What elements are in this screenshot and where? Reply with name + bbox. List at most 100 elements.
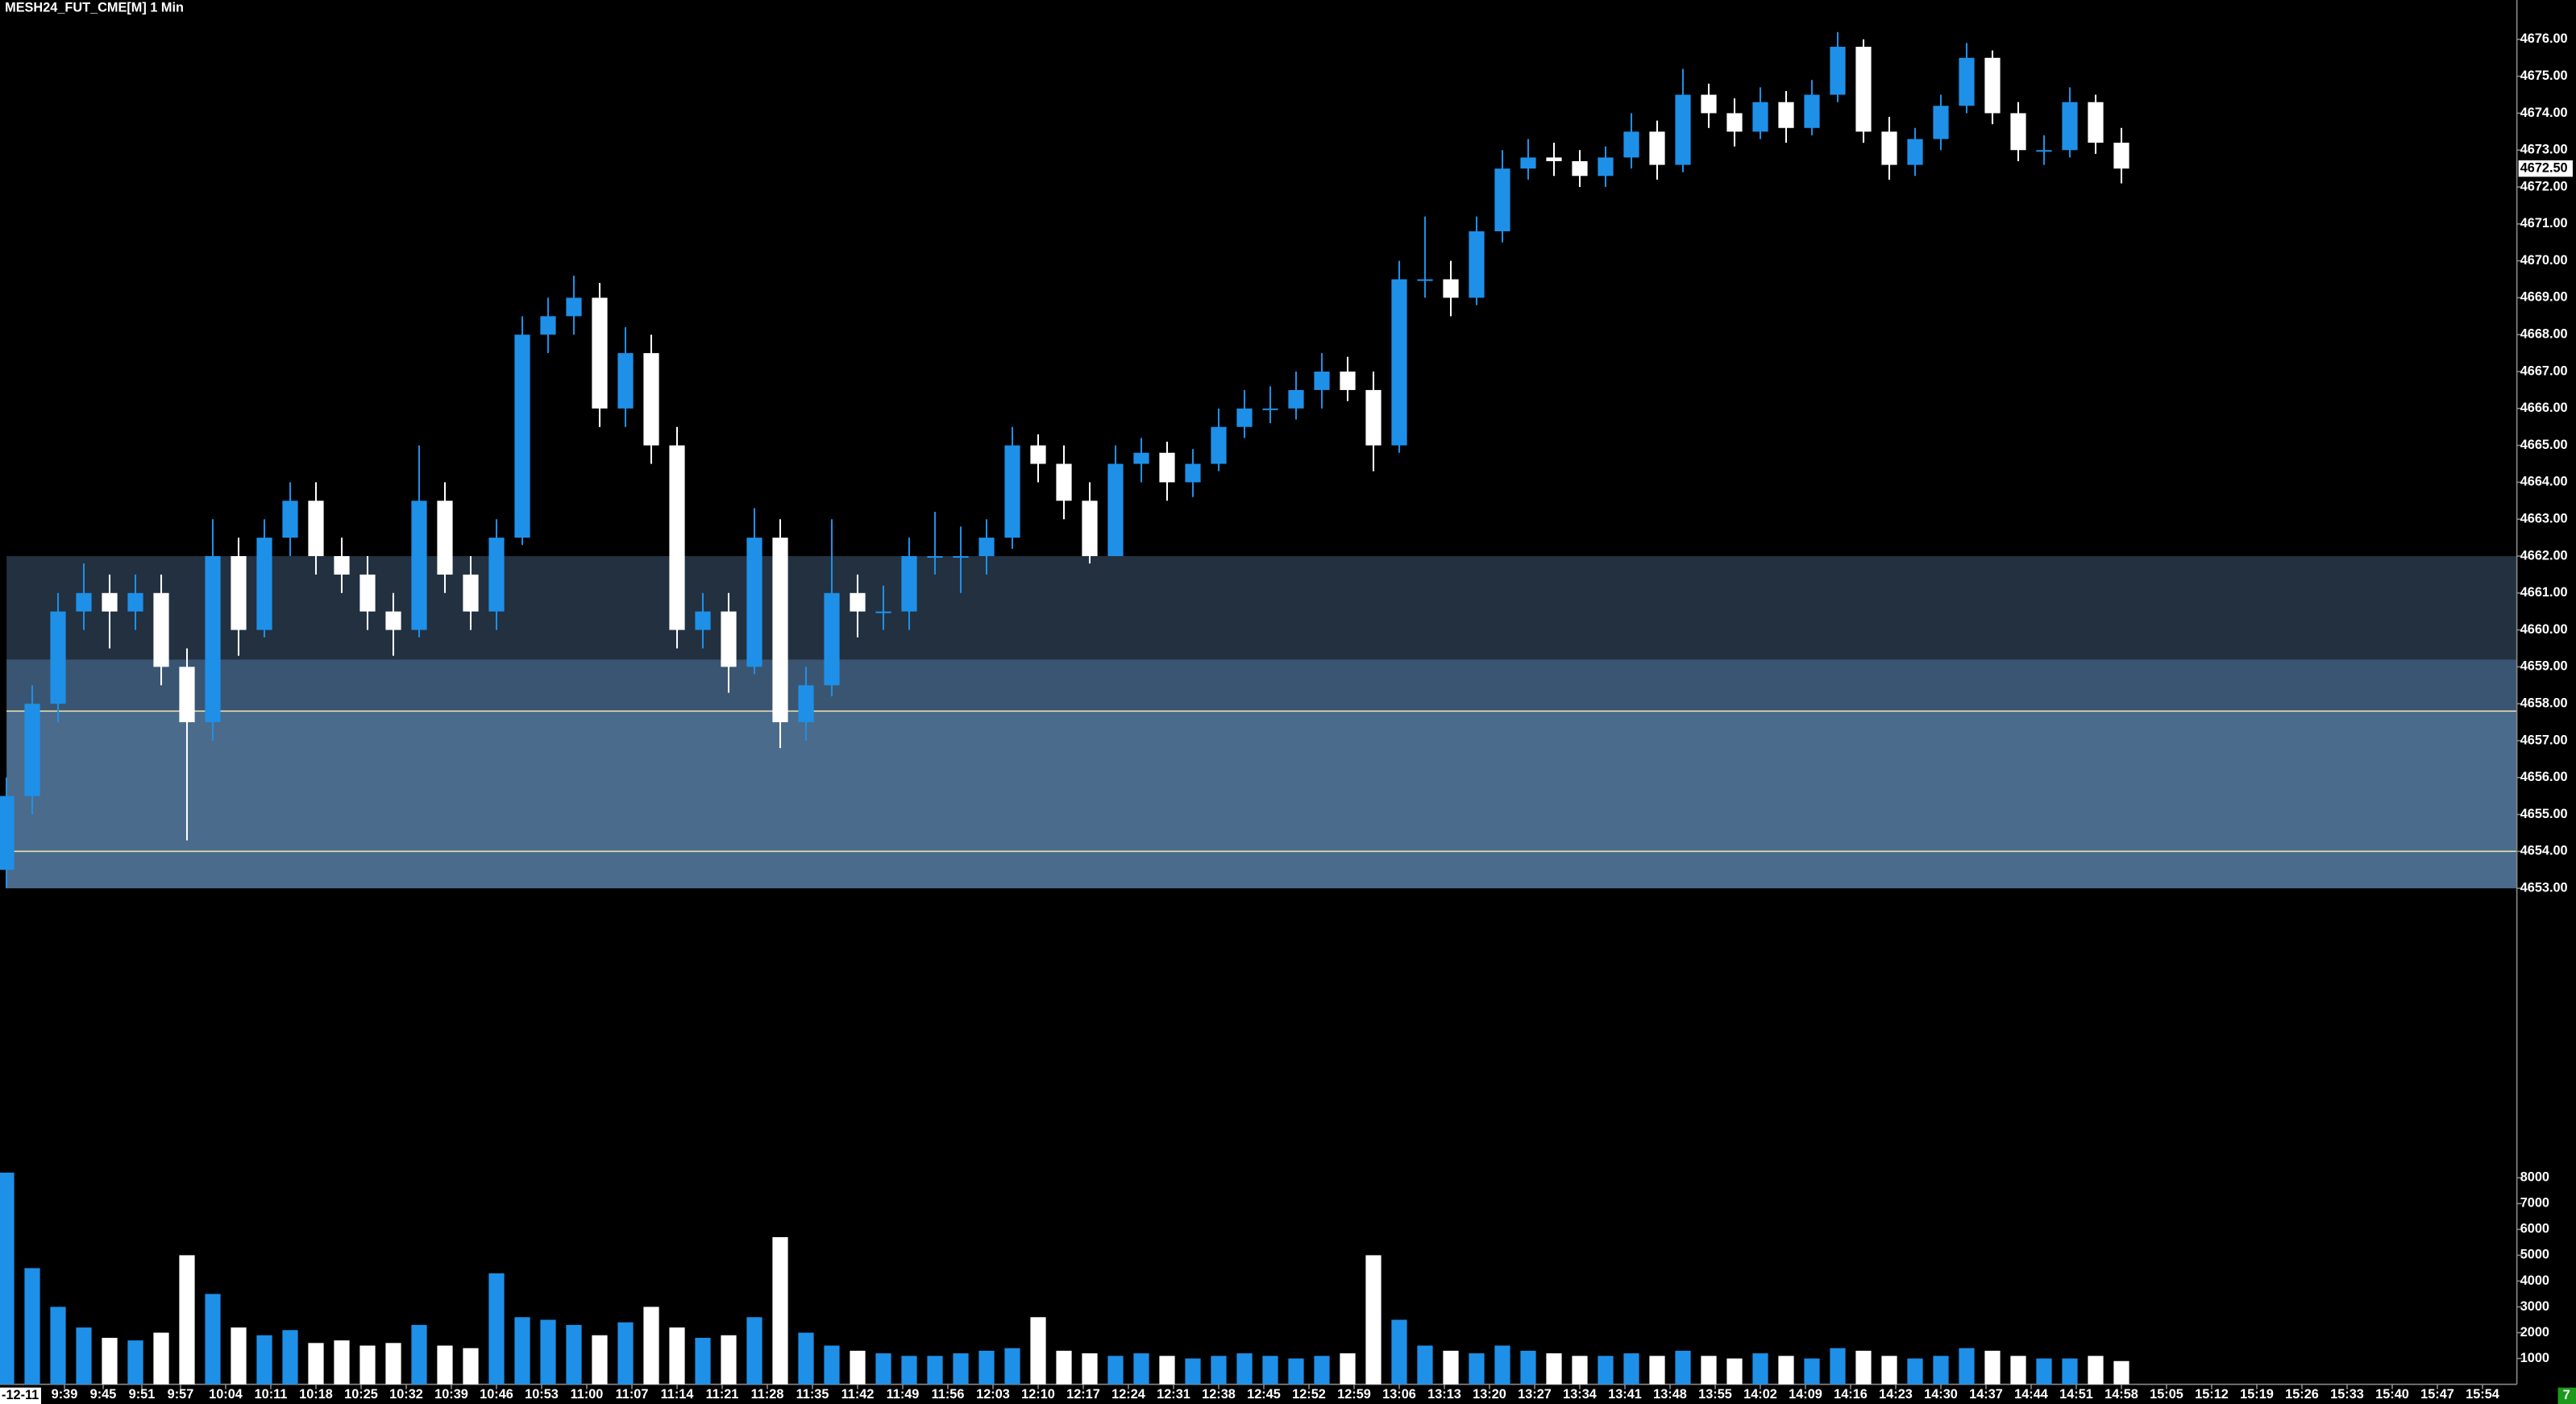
x-tick-label: 12:24 — [1111, 1387, 1145, 1402]
volume-bar — [2088, 1356, 2104, 1385]
candle-body — [488, 538, 505, 612]
y-tick-label: 4656.00 — [2520, 770, 2568, 784]
candle-body — [385, 611, 401, 630]
x-tick-label: 9:57 — [168, 1387, 194, 1402]
y-tick-label: 4661.00 — [2520, 585, 2568, 600]
volume-bar — [798, 1332, 814, 1385]
volume-bar — [850, 1350, 866, 1385]
x-tick-label: 15:33 — [2330, 1387, 2364, 1402]
volume-bar — [901, 1356, 917, 1385]
candle-body — [1881, 131, 1897, 165]
x-tick-label: 13:41 — [1608, 1387, 1642, 1402]
candle-body — [76, 592, 92, 612]
y-tick-label: 4668.00 — [2520, 327, 2568, 342]
candle-body — [127, 592, 143, 612]
volume-bar — [1701, 1356, 1717, 1385]
volume-bar — [514, 1317, 530, 1385]
x-tick-label: 10:18 — [299, 1387, 333, 1402]
volume-bar — [127, 1340, 143, 1385]
volume-bar — [463, 1348, 479, 1385]
y-tick-label: 4667.00 — [2520, 363, 2568, 378]
y-tick-label: 4665.00 — [2520, 438, 2568, 452]
y-tick-label: 4674.00 — [2520, 106, 2568, 120]
volume-bar — [1314, 1356, 1330, 1385]
volume-bar — [1546, 1353, 1562, 1385]
volume-bar — [282, 1330, 298, 1385]
x-tick-label: 15:26 — [2285, 1387, 2319, 1402]
candle-body — [1107, 463, 1124, 556]
y-tick-label: 4664.00 — [2520, 475, 2568, 489]
x-tick-label: 10:32 — [389, 1387, 423, 1402]
volume-bar — [1855, 1350, 1872, 1385]
x-tick-label: 11:21 — [706, 1387, 739, 1402]
volume-bar — [308, 1343, 324, 1385]
volume-bar — [2062, 1358, 2078, 1385]
y-tick-label: 4660.00 — [2520, 622, 2568, 637]
x-tick-label: 10:39 — [434, 1387, 468, 1402]
x-tick-label: 10:46 — [480, 1387, 513, 1402]
volume-bar — [385, 1343, 401, 1385]
candle-body — [540, 316, 556, 335]
volume-bar — [953, 1353, 969, 1385]
x-tick-label: 12:38 — [1202, 1387, 1236, 1402]
candle-body — [1236, 408, 1253, 427]
x-tick-label: 11:00 — [571, 1387, 604, 1402]
candle-body — [308, 501, 324, 556]
y-tick-label: 4659.00 — [2520, 659, 2568, 674]
volume-bar — [1030, 1317, 1046, 1385]
x-tick-label: 9:39 — [52, 1387, 78, 1402]
volume-bar — [1236, 1353, 1253, 1385]
y-tick-label: 4673.00 — [2520, 143, 2568, 157]
volume-bar — [566, 1324, 582, 1385]
candle-body — [1546, 157, 1562, 161]
volume-bar — [205, 1294, 221, 1385]
volume-bar — [102, 1337, 118, 1385]
candle-body — [1649, 131, 1665, 165]
volume-bar — [1056, 1350, 1072, 1385]
volume-bar — [1417, 1345, 1433, 1385]
volume-bar — [695, 1337, 711, 1385]
candle-body — [205, 555, 221, 723]
x-tick-label: 11:14 — [661, 1387, 694, 1402]
candle-body — [798, 685, 814, 723]
volume-bar — [1933, 1356, 1949, 1385]
candle-body — [1004, 445, 1020, 538]
volume-bar — [1598, 1356, 1614, 1385]
volume-bar — [1469, 1353, 1485, 1385]
candle-body — [592, 297, 608, 409]
corner-box — [2557, 1387, 2576, 1404]
volume-bar — [488, 1273, 505, 1385]
volume-bar — [76, 1327, 92, 1385]
candle-body — [2036, 150, 2052, 152]
x-tick-label: 15:40 — [2375, 1387, 2409, 1402]
x-tick-label: 15:47 — [2420, 1387, 2454, 1402]
x-tick-label: 13:13 — [1427, 1387, 1461, 1402]
y-tick-label: 4675.00 — [2520, 69, 2568, 83]
candle-body — [850, 592, 866, 612]
x-tick-label: 13:55 — [1698, 1387, 1732, 1402]
candle-body — [2088, 102, 2104, 143]
candle-body — [1443, 279, 1459, 298]
x-tick-label: 11:35 — [796, 1387, 829, 1402]
volume-bar — [2010, 1356, 2026, 1385]
chart-title: MESH24_FUT_CME[M] 1 Min — [5, 1, 184, 15]
corner-label: 7 — [2563, 1388, 2570, 1402]
volume-bar — [0, 1172, 15, 1385]
candle-body — [1623, 131, 1639, 158]
volume-tick-label: 3000 — [2520, 1299, 2549, 1314]
candle-body — [1133, 452, 1149, 464]
y-tick-label: 4663.00 — [2520, 512, 2568, 526]
candle-body — [1726, 113, 1743, 132]
y-tick-label: 4654.00 — [2520, 844, 2568, 858]
candle-body — [1417, 279, 1433, 281]
candle-body — [1288, 389, 1304, 409]
candle-body — [463, 574, 479, 612]
zone — [6, 711, 2517, 889]
volume-bar — [153, 1332, 169, 1385]
x-tick-label: 15:19 — [2240, 1387, 2274, 1402]
y-tick-label: 4662.00 — [2520, 548, 2568, 563]
x-tick-label: 13:20 — [1473, 1387, 1506, 1402]
volume-bar — [1211, 1356, 1227, 1385]
volume-bar — [746, 1317, 762, 1385]
